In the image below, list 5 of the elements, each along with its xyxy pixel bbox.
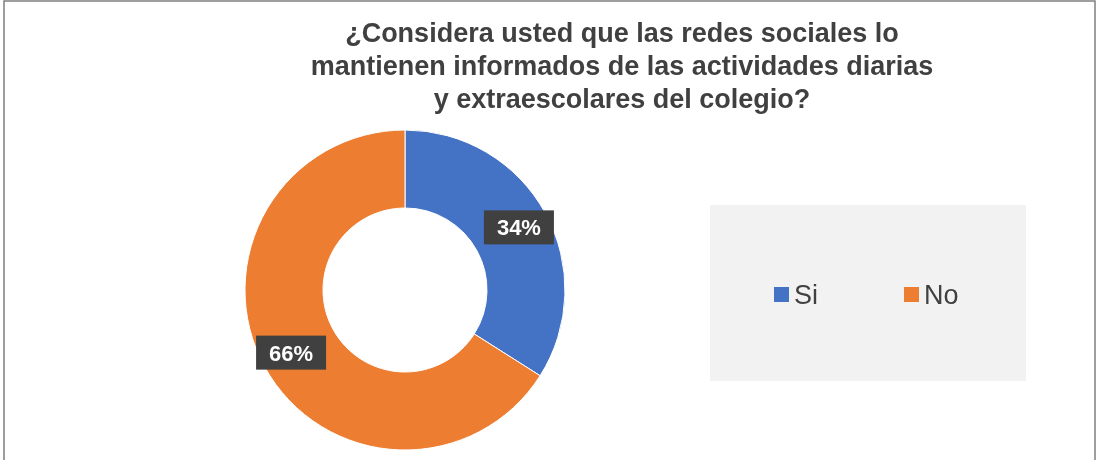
chart-title: ¿Considera usted que las redes sociales lo mantienen informados de las actividades diarias y extraescolares del colegio? bbox=[310, 18, 934, 114]
legend-label: Si bbox=[794, 280, 819, 310]
data-label: 66% bbox=[269, 340, 314, 366]
data-label: 34% bbox=[496, 215, 541, 241]
legend-label: No bbox=[924, 280, 959, 310]
